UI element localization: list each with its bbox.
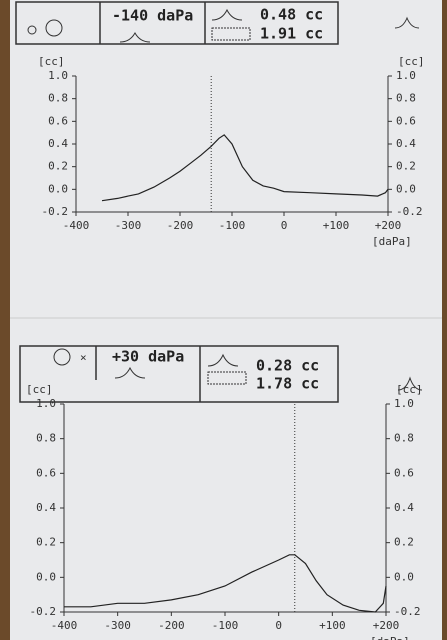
y-tick-label: 0.0 xyxy=(48,182,68,195)
icon xyxy=(53,348,71,366)
y-tick-label: 0.2 xyxy=(48,160,68,173)
y-tick-label: 0.6 xyxy=(36,466,56,479)
peak-label: 0.28 cc xyxy=(256,357,319,375)
x-tick-label: -100 xyxy=(219,219,246,232)
x-tick-label: +200 xyxy=(373,619,400,632)
icon xyxy=(27,25,37,35)
x-tick-label: -300 xyxy=(104,619,131,632)
x-tick-label: -100 xyxy=(212,619,239,632)
y2-label: [cc] xyxy=(396,383,423,396)
volume-label: 1.91 cc xyxy=(260,25,323,43)
y2-tick-label: -0.2 xyxy=(396,205,423,218)
y-tick-label: 0.8 xyxy=(48,92,68,105)
y2-tick-label: 0.0 xyxy=(396,182,416,195)
icon: × xyxy=(80,351,87,364)
y2-tick-label: 1.0 xyxy=(394,397,414,410)
y-tick-label: -0.2 xyxy=(30,605,57,618)
x-tick-label: +200 xyxy=(375,219,402,232)
y-tick-label: 0.8 xyxy=(36,432,56,445)
x-tick-label: -300 xyxy=(115,219,142,232)
header: -140 daPa 0.48 cc 1.91 cc xyxy=(15,1,420,45)
y2-tick-label: 0.6 xyxy=(396,114,416,127)
y2-tick-label: 0.0 xyxy=(394,570,414,583)
curve xyxy=(101,134,389,202)
y2-tick-label: 0.8 xyxy=(396,92,416,105)
y2-tick-label: 0.8 xyxy=(394,432,414,445)
curve xyxy=(64,554,387,613)
y-tick-label: -0.2 xyxy=(42,205,69,218)
x-tick-label: -200 xyxy=(158,619,185,632)
x-tick-label: -400 xyxy=(51,619,78,632)
y2-tick-label: 0.2 xyxy=(396,160,416,173)
y-tick-label: 0.6 xyxy=(48,114,68,127)
y2-label: [cc] xyxy=(398,55,425,68)
pressure-label: -140 daPa xyxy=(112,7,193,25)
x-tick-label: 0 xyxy=(275,619,282,632)
y2-tick-label: 0.6 xyxy=(394,466,414,479)
x-label: [daPa] xyxy=(372,235,412,248)
y-tick-label: 0.4 xyxy=(36,501,56,514)
y-tick-label: 1.0 xyxy=(36,397,56,410)
header: × +30 daPa 0.28 cc 1.78 cc xyxy=(19,345,423,403)
x-tick-label: +100 xyxy=(319,619,346,632)
x-tick-label: 0 xyxy=(281,219,288,232)
icon xyxy=(45,19,63,37)
y-label: [cc] xyxy=(38,55,65,68)
y-tick-label: 0.4 xyxy=(48,137,68,150)
y-tick-label: 0.0 xyxy=(36,570,56,583)
y2-tick-label: 0.4 xyxy=(394,501,414,514)
y2-tick-label: 0.2 xyxy=(394,536,414,549)
y-tick-label: 1.0 xyxy=(48,69,68,82)
y2-tick-label: 0.4 xyxy=(396,137,416,150)
peak-label: 0.48 cc xyxy=(260,6,323,24)
x-label: [daPa] xyxy=(370,635,410,640)
pressure-label: +30 daPa xyxy=(112,348,184,366)
y-label: [cc] xyxy=(26,383,53,396)
y2-tick-label: -0.2 xyxy=(394,605,421,618)
x-tick-label: -400 xyxy=(63,219,90,232)
paper xyxy=(10,0,442,640)
volume-label: 1.78 cc xyxy=(256,375,319,393)
x-tick-label: -200 xyxy=(167,219,194,232)
y-tick-label: 0.2 xyxy=(36,536,56,549)
y2-tick-label: 1.0 xyxy=(396,69,416,82)
x-tick-label: +100 xyxy=(323,219,350,232)
